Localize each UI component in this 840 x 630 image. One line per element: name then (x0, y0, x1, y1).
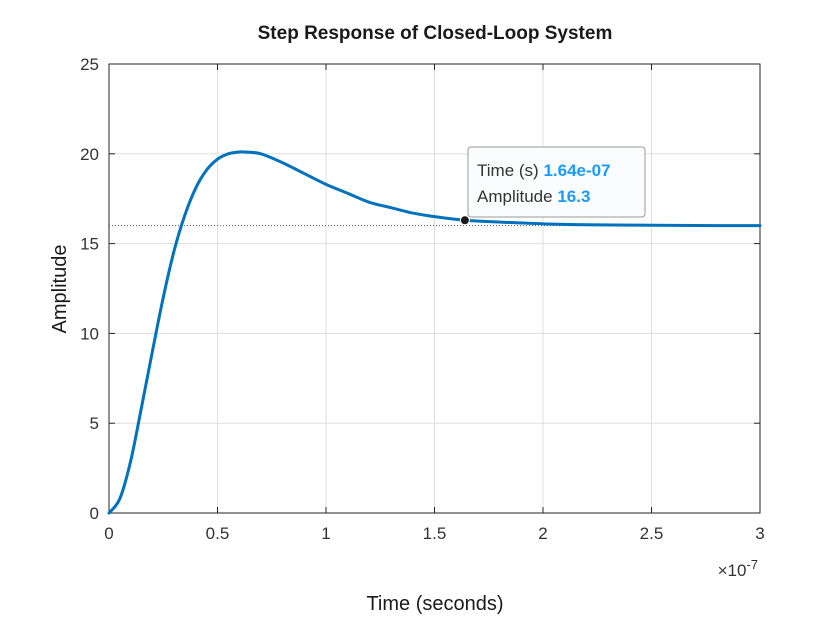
x-tick-label: 3 (755, 524, 764, 543)
y-tick-label: 20 (80, 145, 99, 164)
y-axis-label: Amplitude (49, 245, 71, 334)
series-line-step-response[interactable] (107, 150, 762, 515)
chart-title: Step Response of Closed-Loop System (258, 23, 613, 44)
x-tick-label: 1 (321, 524, 330, 543)
y-tick-label: 25 (80, 55, 99, 74)
x-exponent-power: -7 (746, 557, 758, 572)
x-tick-label: 2.5 (640, 524, 664, 543)
axis-ticks (108, 63, 761, 514)
y-tick-labels: 0 5 10 15 20 25 (80, 55, 99, 523)
x-axis-label: Time (seconds) (366, 593, 503, 615)
datatip-box (467, 146, 646, 218)
x-tick-label: 2 (538, 524, 547, 543)
y-tick-label: 15 (80, 235, 99, 254)
grid-lines (109, 64, 760, 513)
datatip-time-row: Time (s) 1.64e-07 (477, 161, 611, 180)
y-tick-label: 10 (80, 324, 99, 343)
x-tick-labels: 0 0.5 1 1.5 2 2.5 3 (104, 524, 764, 543)
datatip-amplitude-row: Amplitude 16.3 (477, 187, 590, 206)
datatip-time-label: Time (s) (477, 161, 539, 180)
y-tick-label: 5 (90, 414, 99, 433)
x-tick-label: 1.5 (423, 524, 447, 543)
x-exponent-base: ×10 (718, 561, 747, 580)
datatip-marker[interactable] (459, 215, 470, 226)
datatip-time-value: 1.64e-07 (543, 161, 610, 180)
x-axis-exponent: ×10-7 (718, 557, 758, 580)
datatip[interactable]: Time (s) 1.64e-07 Amplitude 16.3 (459, 146, 646, 226)
y-tick-label: 0 (90, 504, 99, 523)
datatip-amplitude-value: 16.3 (557, 187, 590, 206)
x-tick-label: 0.5 (206, 524, 230, 543)
datatip-amplitude-label: Amplitude (477, 187, 553, 206)
x-tick-label: 0 (104, 524, 113, 543)
